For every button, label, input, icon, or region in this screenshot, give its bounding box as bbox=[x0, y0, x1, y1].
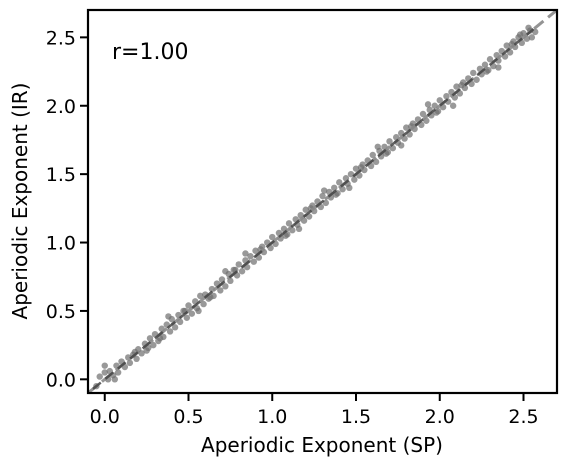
data-point bbox=[111, 376, 119, 383]
data-point bbox=[320, 187, 328, 194]
data-point bbox=[101, 369, 108, 376]
data-point bbox=[125, 354, 132, 361]
data-point bbox=[165, 313, 172, 320]
y-tick-label: 1.5 bbox=[46, 164, 76, 186]
data-point bbox=[96, 373, 103, 380]
data-point bbox=[217, 287, 224, 294]
data-point bbox=[351, 176, 358, 183]
data-point bbox=[319, 192, 326, 200]
data-point bbox=[374, 143, 381, 150]
data-point bbox=[453, 83, 460, 90]
data-point bbox=[295, 225, 303, 233]
plot-frame bbox=[86, 8, 559, 395]
data-point bbox=[208, 285, 216, 293]
y-tick-label: 0.0 bbox=[46, 369, 76, 391]
data-point bbox=[503, 42, 510, 49]
y-tick-label: 1.0 bbox=[46, 233, 76, 255]
data-point bbox=[242, 250, 249, 257]
data-point bbox=[285, 220, 293, 227]
data-point bbox=[473, 76, 480, 83]
data-point bbox=[424, 101, 432, 108]
y-tick-label: 0.5 bbox=[46, 301, 76, 323]
data-point bbox=[403, 124, 410, 131]
data-point bbox=[133, 355, 140, 363]
data-point bbox=[126, 359, 134, 367]
data-point bbox=[443, 92, 450, 100]
data-point bbox=[101, 362, 108, 369]
x-tick-label: 1.0 bbox=[257, 406, 287, 428]
data-point bbox=[449, 102, 457, 109]
data-point bbox=[250, 258, 258, 265]
data-point bbox=[470, 69, 477, 77]
data-point bbox=[516, 31, 524, 38]
data-point bbox=[436, 97, 443, 104]
data-point bbox=[238, 268, 246, 275]
fit-line bbox=[92, 28, 535, 390]
x-tick-label: 0.0 bbox=[90, 406, 120, 428]
x-tick-label: 2.5 bbox=[508, 406, 538, 428]
data-point bbox=[252, 247, 259, 254]
data-point bbox=[331, 184, 338, 192]
data-point bbox=[269, 233, 276, 241]
data-point bbox=[302, 206, 309, 213]
data-point bbox=[458, 82, 465, 89]
data-point bbox=[185, 302, 192, 309]
data-point bbox=[336, 179, 343, 186]
correlation-annotation: r=1.00 bbox=[112, 40, 188, 65]
data-point bbox=[247, 253, 254, 260]
data-point bbox=[222, 268, 229, 275]
data-point bbox=[486, 56, 494, 63]
data-point bbox=[150, 341, 157, 349]
data-point bbox=[222, 283, 229, 290]
x-tick-label: 0.5 bbox=[173, 406, 203, 428]
data-point bbox=[386, 138, 393, 145]
data-point bbox=[200, 300, 207, 308]
data-point bbox=[495, 64, 502, 71]
data-point bbox=[235, 261, 242, 268]
data-point bbox=[183, 314, 191, 321]
data-point bbox=[528, 34, 536, 41]
x-axis-label: Aperiodic Exponent (SP) bbox=[201, 433, 443, 457]
data-point bbox=[525, 24, 532, 31]
data-point bbox=[346, 184, 353, 192]
data-point bbox=[195, 307, 202, 315]
data-point bbox=[166, 328, 174, 335]
data-point bbox=[197, 292, 204, 300]
data-point bbox=[171, 324, 179, 331]
y-tick-label: 2.5 bbox=[46, 27, 76, 49]
x-tick-label: 1.5 bbox=[341, 406, 371, 428]
data-point bbox=[188, 310, 196, 317]
data-point bbox=[357, 164, 365, 171]
axis-ticks: 0.0 0.5 1.0 1.5 2.0 2.5 0.0 0.5 1.0 1.5 2.0 2.5 bbox=[46, 27, 539, 428]
data-point bbox=[352, 165, 360, 172]
reference-lines bbox=[87, 8, 558, 395]
y-axis-label: Aperiodic Exponent (IR) bbox=[8, 83, 32, 320]
data-point bbox=[398, 142, 405, 149]
data-point bbox=[419, 110, 427, 118]
x-tick-label: 2.0 bbox=[425, 406, 455, 428]
y-tick-label: 2.0 bbox=[46, 96, 76, 118]
data-point bbox=[369, 151, 376, 159]
data-point bbox=[138, 350, 145, 357]
